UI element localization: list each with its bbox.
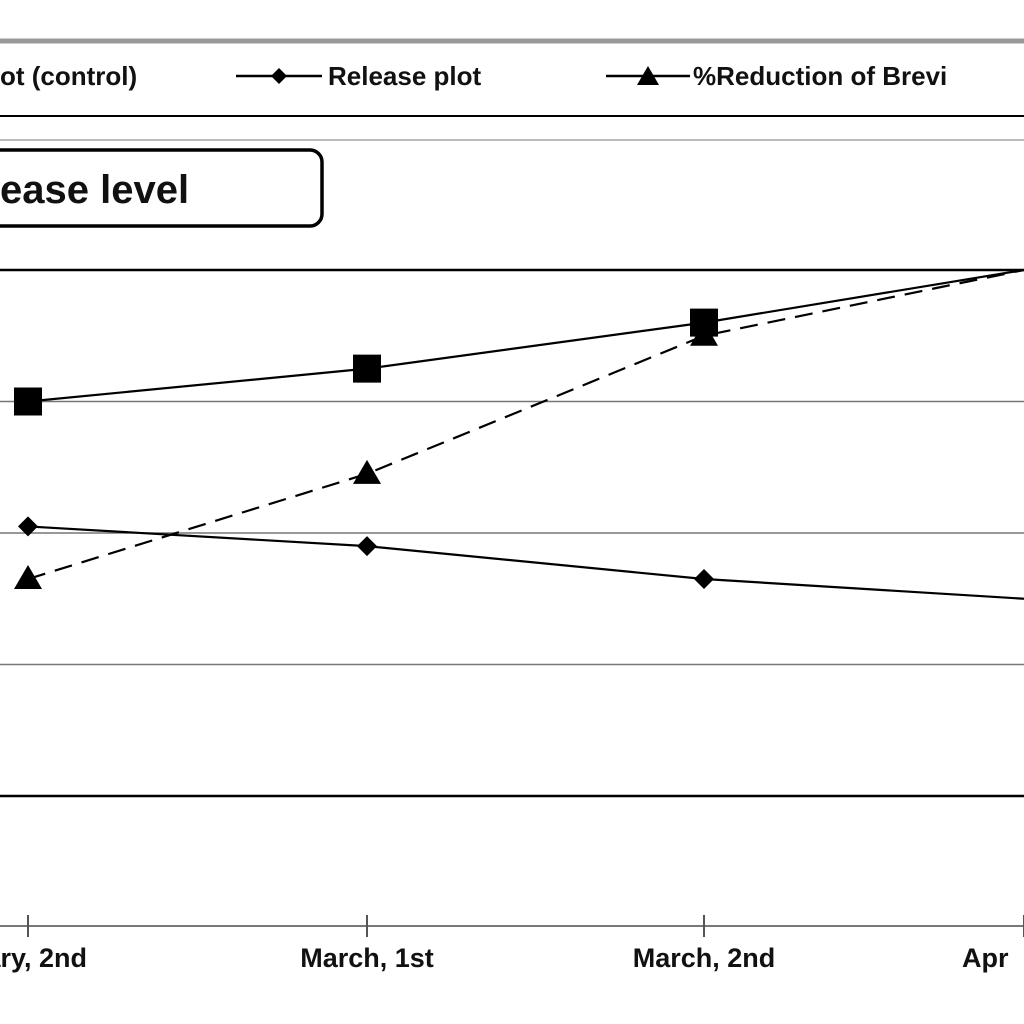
x-tick-label: March, 2nd xyxy=(633,943,776,973)
data-point-square xyxy=(353,354,381,383)
series-diamond xyxy=(18,516,1024,600)
x-axis: uary, 2nd March, 1st March, 2nd Apr xyxy=(0,915,1024,973)
data-point-diamond xyxy=(694,569,714,590)
x-tick-label: Apr xyxy=(962,943,1009,973)
legend: ot (control) Release plot %Reduction of … xyxy=(0,38,1024,141)
annotation-box: ease level xyxy=(0,148,324,228)
annotation-frame xyxy=(0,148,324,228)
data-point-triangle xyxy=(690,321,718,346)
legend-triangle-icon xyxy=(637,66,659,85)
data-point-triangle xyxy=(353,459,381,484)
grid xyxy=(0,268,1024,798)
series-square xyxy=(14,268,1024,416)
data-point-diamond xyxy=(18,516,38,537)
series-line xyxy=(27,268,1024,581)
series-line xyxy=(27,268,1024,403)
legend-label-control: ot (control) xyxy=(0,61,137,91)
x-tick-label: March, 1st xyxy=(300,943,434,973)
series-layer xyxy=(14,268,1024,600)
legend-diamond-icon xyxy=(271,68,287,84)
annotation-text: ease level xyxy=(0,168,189,212)
data-point-triangle xyxy=(14,565,42,590)
series-line xyxy=(27,525,1024,600)
legend-label-reduction: %Reduction of Brevi xyxy=(693,61,947,91)
data-point-square xyxy=(14,387,42,416)
data-point-diamond xyxy=(357,536,377,557)
x-tick-label: uary, 2nd xyxy=(0,943,87,973)
legend-label-release: Release plot xyxy=(328,61,482,91)
series-triangle xyxy=(14,268,1024,590)
